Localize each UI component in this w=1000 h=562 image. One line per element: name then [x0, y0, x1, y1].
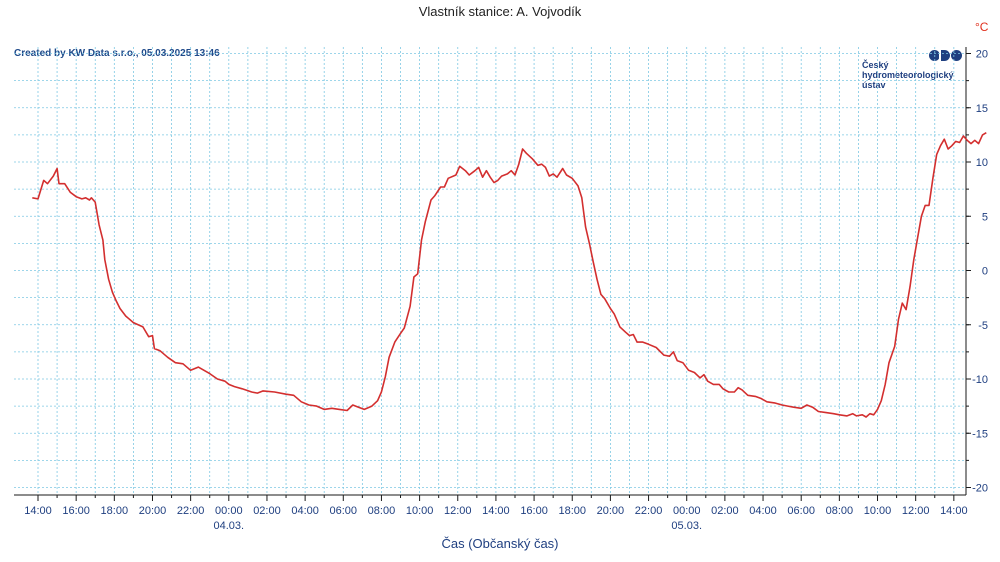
- x-tick-label: 04:00: [749, 505, 777, 517]
- y-axis-unit: °C: [975, 20, 989, 34]
- chart-series: [32, 132, 987, 418]
- x-tick-label: 18:00: [101, 505, 129, 517]
- x-tick-label: 08:00: [368, 505, 396, 517]
- x-tick-label: 22:00: [635, 505, 663, 517]
- y-tick-label: -15: [972, 428, 988, 440]
- y-tick-label: 10: [976, 157, 988, 169]
- x-tick-label: 00:00: [673, 505, 701, 517]
- x-tick-label: 20:00: [139, 505, 167, 517]
- x-tick-label: 06:00: [787, 505, 815, 517]
- y-tick-label: 0: [982, 266, 988, 278]
- temperature-series-line: [32, 132, 987, 418]
- y-tick-label: -5: [978, 320, 988, 332]
- chart-axes: 14:00 16:00 18:00 20:00 22:00 00:00 02:00 04:00…: [14, 47, 988, 532]
- x-tick-label: 16:00: [62, 505, 90, 517]
- x-tick-label: 14:00: [24, 505, 52, 517]
- x-date-label: 05.03.: [671, 520, 702, 532]
- x-tick-label: 08:00: [826, 505, 854, 517]
- x-tick-label: 02:00: [711, 505, 739, 517]
- x-tick-label: 04:00: [291, 505, 319, 517]
- credit-text: Created by KW Data s.r.o., 05.03.2025 13…: [14, 48, 220, 59]
- y-tick-label: 15: [976, 103, 988, 115]
- chart-grid: [14, 47, 966, 495]
- x-tick-label: 10:00: [406, 505, 434, 517]
- x-tick-label: 14:00: [940, 505, 968, 517]
- x-date-label: 04.03.: [214, 520, 245, 532]
- x-tick-label: 06:00: [330, 505, 358, 517]
- x-tick-label: 14:00: [482, 505, 510, 517]
- x-tick-label: 16:00: [520, 505, 548, 517]
- y-tick-label: -10: [972, 374, 988, 386]
- x-tick-label: 12:00: [902, 505, 930, 517]
- y-tick-label: -20: [972, 483, 988, 495]
- chart-subtitle: Vlastník stanice: A. Vojvodík: [418, 4, 582, 19]
- x-tick-label: 22:00: [177, 505, 205, 517]
- x-axis-label: Čas (Občanský čas): [441, 536, 559, 551]
- logo-line-1: Český: [862, 60, 889, 70]
- x-tick-label: 00:00: [215, 505, 243, 517]
- y-tick-label: 5: [982, 211, 988, 223]
- y-tick-label: 20: [976, 49, 988, 61]
- logo-line-3: ústav: [862, 80, 886, 90]
- x-tick-label: 20:00: [597, 505, 625, 517]
- x-tick-label: 10:00: [864, 505, 892, 517]
- x-tick-label: 18:00: [558, 505, 586, 517]
- x-tick-label: 12:00: [444, 505, 472, 517]
- x-tick-label: 02:00: [253, 505, 281, 517]
- logo-line-2: hydrometeorologický: [862, 70, 954, 80]
